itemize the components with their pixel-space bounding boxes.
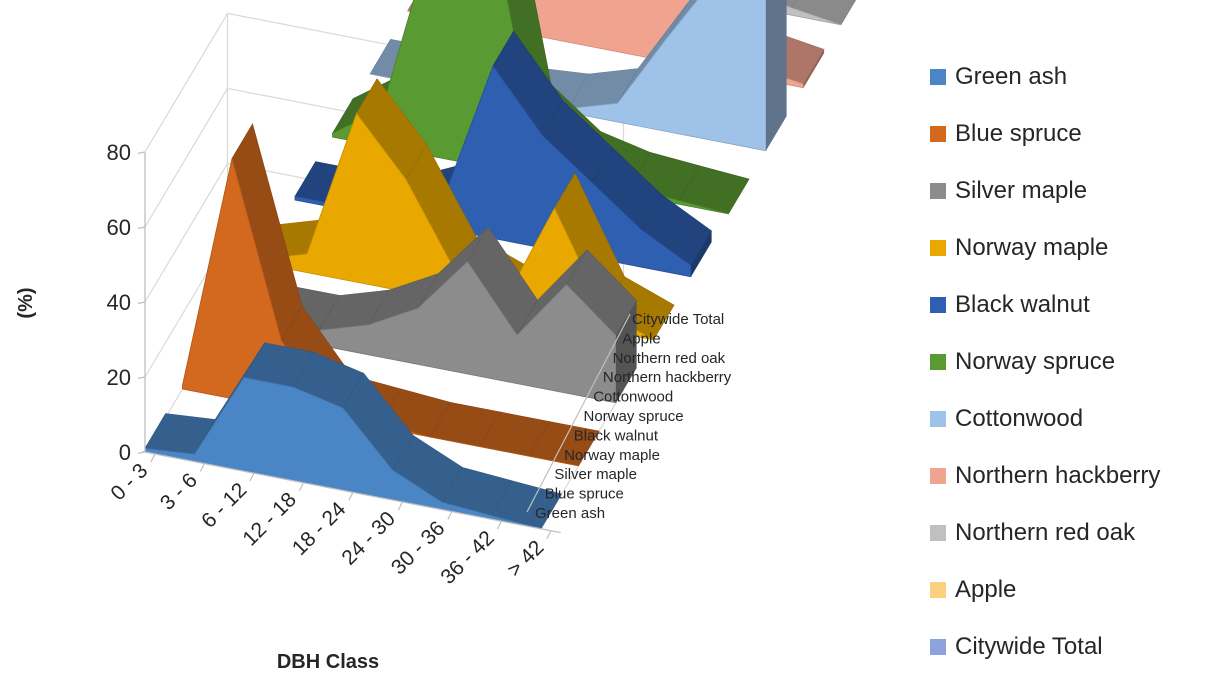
legend-item: Black walnut <box>930 276 1205 333</box>
x-tick <box>447 511 453 520</box>
legend-item: Norway spruce <box>930 333 1205 390</box>
x-tick-label: 0 - 3 <box>106 459 152 505</box>
depth-tick-label: Northern hackberry <box>603 369 732 386</box>
legend-label: Northern hackberry <box>955 461 1161 489</box>
legend-label: Norway spruce <box>955 347 1116 375</box>
chart-series-layer <box>144 0 857 530</box>
legend-swatch <box>930 467 946 484</box>
depth-tick-label: Black walnut <box>574 427 659 444</box>
depth-tick-label: Blue spruce <box>545 486 624 503</box>
depth-tick-label: Norway maple <box>564 447 660 464</box>
y-tick-label: 20 <box>107 365 131 390</box>
legend-swatch <box>930 581 946 598</box>
y-tick <box>137 226 146 229</box>
depth-tick-label: Green ash <box>535 505 605 522</box>
area-cap <box>616 300 637 403</box>
legend-label: Norway maple <box>955 233 1109 261</box>
area-face <box>144 376 542 530</box>
legend-item: Apple <box>930 561 1205 618</box>
area-face <box>711 0 842 26</box>
series-green-ash <box>144 342 563 530</box>
legend-label: Green ash <box>955 62 1068 90</box>
y-tick-label: 80 <box>107 140 131 165</box>
x-axis-line <box>142 450 561 534</box>
legend-label: Blue spruce <box>955 119 1082 147</box>
area-cap <box>766 0 787 151</box>
legend-item: Citywide Total <box>930 618 1205 675</box>
legend-label: Northern red oak <box>955 518 1136 546</box>
y-tick-label: 0 <box>119 440 131 465</box>
x-tick <box>249 472 255 482</box>
depth-tick-label: Cottonwood <box>593 389 673 406</box>
legend-item: Cottonwood <box>930 390 1205 447</box>
y-tick-label: 40 <box>107 290 131 315</box>
x-tick <box>298 482 304 491</box>
y-tick-label: 60 <box>107 215 131 240</box>
area-cap <box>728 179 750 214</box>
legend-item: Northern hackberry <box>930 447 1205 504</box>
x-tick-label: 3 - 6 <box>156 469 202 515</box>
chart-legend: Green ash Blue spruce Silver maple Norway m… <box>930 48 1205 675</box>
x-tick <box>199 463 205 472</box>
legend-item: Northern red oak <box>930 504 1205 561</box>
x-tick <box>397 501 403 511</box>
y-tick <box>137 301 146 304</box>
series-northern-red-oak <box>711 0 857 26</box>
x-tick-label: > 42 <box>503 536 549 582</box>
legend-item: Norway maple <box>930 219 1205 276</box>
x-axis-title: DBH Class <box>277 651 379 673</box>
depth-tick-label: Silver maple <box>554 466 637 483</box>
legend-swatch <box>930 182 946 199</box>
legend-swatch <box>930 296 946 313</box>
y-tick <box>137 151 146 154</box>
y-axis-title: (%) <box>15 287 37 318</box>
area-cap <box>691 230 712 277</box>
legend-swatch <box>930 638 946 655</box>
area-cap <box>803 49 825 88</box>
legend-swatch <box>930 125 946 142</box>
y-tick <box>137 376 146 379</box>
legend-label: Citywide Total <box>955 632 1103 660</box>
legend-swatch <box>930 239 946 256</box>
depth-axis-line <box>526 313 631 513</box>
legend-label: Cottonwood <box>955 404 1084 432</box>
legend-label: Apple <box>955 575 1017 603</box>
depth-tick-label: Apple <box>622 330 660 347</box>
x-tick <box>348 492 354 501</box>
depth-tick-label: Northern red oak <box>613 350 726 367</box>
x-tick <box>546 530 552 539</box>
legend-swatch <box>930 524 946 541</box>
legend-item: Silver maple <box>930 162 1205 219</box>
depth-tick-label: Citywide Total <box>632 311 724 328</box>
legend-label: Black walnut <box>955 290 1090 318</box>
legend-item: Green ash <box>930 48 1205 105</box>
legend-item: Blue spruce <box>930 105 1205 162</box>
legend-swatch <box>930 353 946 370</box>
depth-tick-label: Norway spruce <box>584 408 684 425</box>
legend-swatch <box>930 68 946 85</box>
x-tick <box>150 453 156 463</box>
legend-swatch <box>930 410 946 427</box>
x-tick <box>496 520 502 530</box>
x-tick-label: 6 - 12 <box>197 478 251 532</box>
legend-label: Silver maple <box>955 176 1088 204</box>
